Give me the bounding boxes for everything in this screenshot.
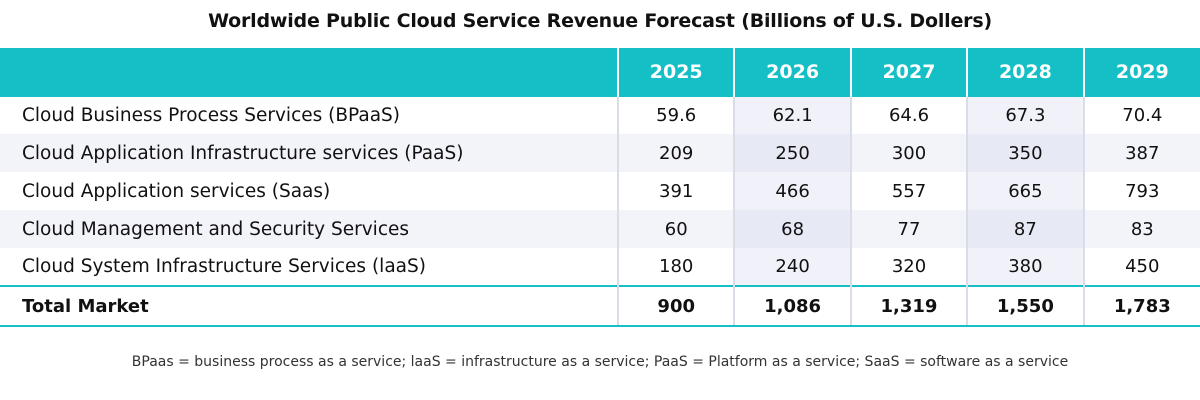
cell-value: 70.4: [1082, 95, 1200, 134]
row-label: Cloud Application Infrastructure service…: [0, 134, 619, 172]
cell-value: 64.6: [849, 95, 968, 134]
total-value: 1,086: [733, 285, 851, 327]
cell-value: 320: [849, 248, 968, 286]
row-label: Cloud Application services (Saas): [0, 172, 619, 210]
cell-value: 391: [617, 172, 735, 210]
total-value: 1,319: [849, 285, 968, 327]
cell-value: 380: [966, 248, 1084, 286]
cell-value: 387: [1082, 134, 1200, 172]
total-value: 1,550: [966, 285, 1084, 327]
cell-value: 180: [617, 248, 735, 286]
table-row: Cloud Management and Security Services 6…: [0, 210, 1200, 248]
table-row: Cloud Application services (Saas) 391 46…: [0, 172, 1200, 210]
cell-value: 240: [733, 248, 851, 286]
cell-value: 209: [617, 134, 735, 172]
header-year-2027: 2027: [849, 48, 968, 96]
cell-value: 793: [1082, 172, 1200, 210]
header-year-2026: 2026: [733, 48, 851, 96]
row-label: Cloud Management and Security Services: [0, 210, 619, 248]
cell-value: 557: [849, 172, 968, 210]
header-year-2025: 2025: [617, 48, 735, 96]
header-year-2029: 2029: [1082, 48, 1200, 96]
footnote: BPaas = business process as a service; l…: [131, 354, 1069, 370]
cell-value: 59.6: [617, 95, 735, 134]
cell-value: 466: [733, 172, 851, 210]
header-label-cell: [0, 48, 618, 96]
cell-value: 350: [966, 134, 1084, 172]
table-row: Cloud Business Process Services (BPaaS) …: [0, 95, 1200, 134]
cell-value: 665: [966, 172, 1084, 210]
cell-value: 87: [966, 210, 1084, 248]
cell-value: 67.3: [966, 95, 1084, 134]
cell-value: 68: [733, 210, 851, 248]
row-label: Cloud System Infrastructure Services (la…: [0, 248, 619, 286]
cell-value: 450: [1082, 248, 1200, 286]
header-year-2028: 2028: [966, 48, 1084, 96]
table-title: Worldwide Public Cloud Service Revenue F…: [208, 10, 992, 32]
cell-value: 62.1: [733, 95, 851, 134]
revenue-forecast-table: 2025 2026 2027 2028 2029 Cloud Business …: [0, 48, 1200, 327]
cell-value: 77: [849, 210, 968, 248]
cell-value: 300: [849, 134, 968, 172]
total-row: Total Market 900 1,086 1,319 1,550 1,783: [0, 285, 1200, 327]
row-label: Cloud Business Process Services (BPaaS): [0, 95, 619, 134]
total-label: Total Market: [0, 285, 619, 327]
header-row: 2025 2026 2027 2028 2029: [0, 48, 1200, 96]
cell-value: 83: [1082, 210, 1200, 248]
table-row: Cloud System Infrastructure Services (la…: [0, 248, 1200, 286]
table-row: Cloud Application Infrastructure service…: [0, 134, 1200, 172]
cell-value: 60: [617, 210, 735, 248]
cell-value: 250: [733, 134, 851, 172]
total-value: 900: [617, 285, 735, 327]
total-value: 1,783: [1082, 285, 1200, 327]
